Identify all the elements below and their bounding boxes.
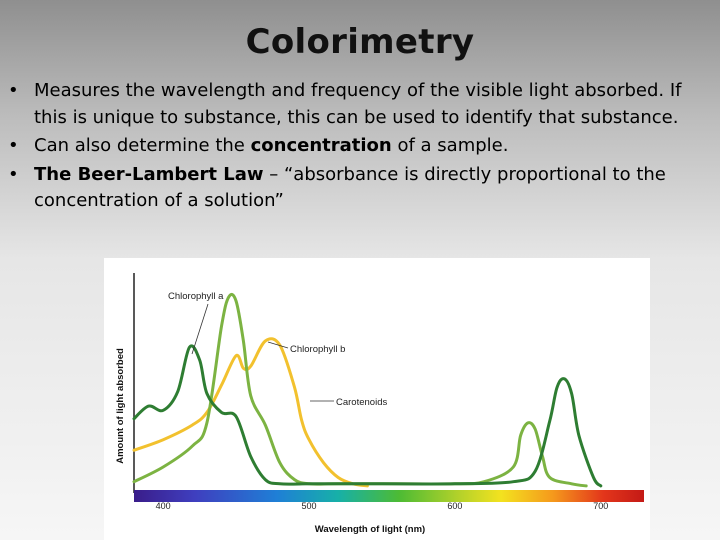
bullet-text: – “absorbance is directly proportional t… [34, 163, 666, 212]
bullet-list: • Measures the wavelength and frequency o… [8, 78, 714, 217]
bullet-text: Can also determine the [34, 135, 251, 156]
bullet-marker: • [8, 135, 19, 156]
carotenoids-label: Carotenoids [336, 397, 387, 408]
label-leader-line [191, 303, 209, 355]
bullet-marker: • [8, 163, 19, 185]
slide-title: Colorimetry [245, 22, 475, 62]
bullet-marker: • [8, 80, 19, 101]
chlorophyll-a-label: Chlorophyll a [168, 291, 224, 302]
label-leader-line [267, 341, 289, 349]
x-axis-label: Wavelength of light (nm) [315, 524, 425, 535]
x-tick-label: 700 [593, 501, 608, 511]
y-axis-label: Amount of light absorbed [115, 348, 126, 464]
bullet-item: • Measures the wavelength and frequency o… [8, 78, 714, 131]
chlorophyll-b-label: Chlorophyll b [290, 344, 345, 355]
x-tick-label: 500 [302, 501, 317, 511]
bullet-text: of a sample. [391, 135, 509, 156]
bullet-item: • The Beer-Lambert Law – “absorbance is d… [8, 162, 714, 215]
bullet-item: • Can also determine the concentration of… [8, 133, 714, 160]
x-tick-label: 400 [156, 501, 171, 511]
carotenoids-curve [132, 337, 369, 488]
bullet-text: Measures the wavelength and frequency of… [34, 80, 682, 128]
x-tick-label: 600 [447, 501, 462, 511]
absorption-spectrum-figure: 400 500 600 700 Wavelength of light (nm) Amou… [104, 258, 650, 540]
bullet-bold-text: The Beer-Lambert Law [34, 163, 264, 185]
absorption-spectrum-chart: 400 500 600 700 Wavelength of light (nm) Amou… [115, 273, 644, 535]
bullet-bold-text: concentration [250, 135, 392, 156]
visible-spectrum-bar [134, 490, 644, 502]
chlorophyll-a-curve [132, 344, 603, 488]
